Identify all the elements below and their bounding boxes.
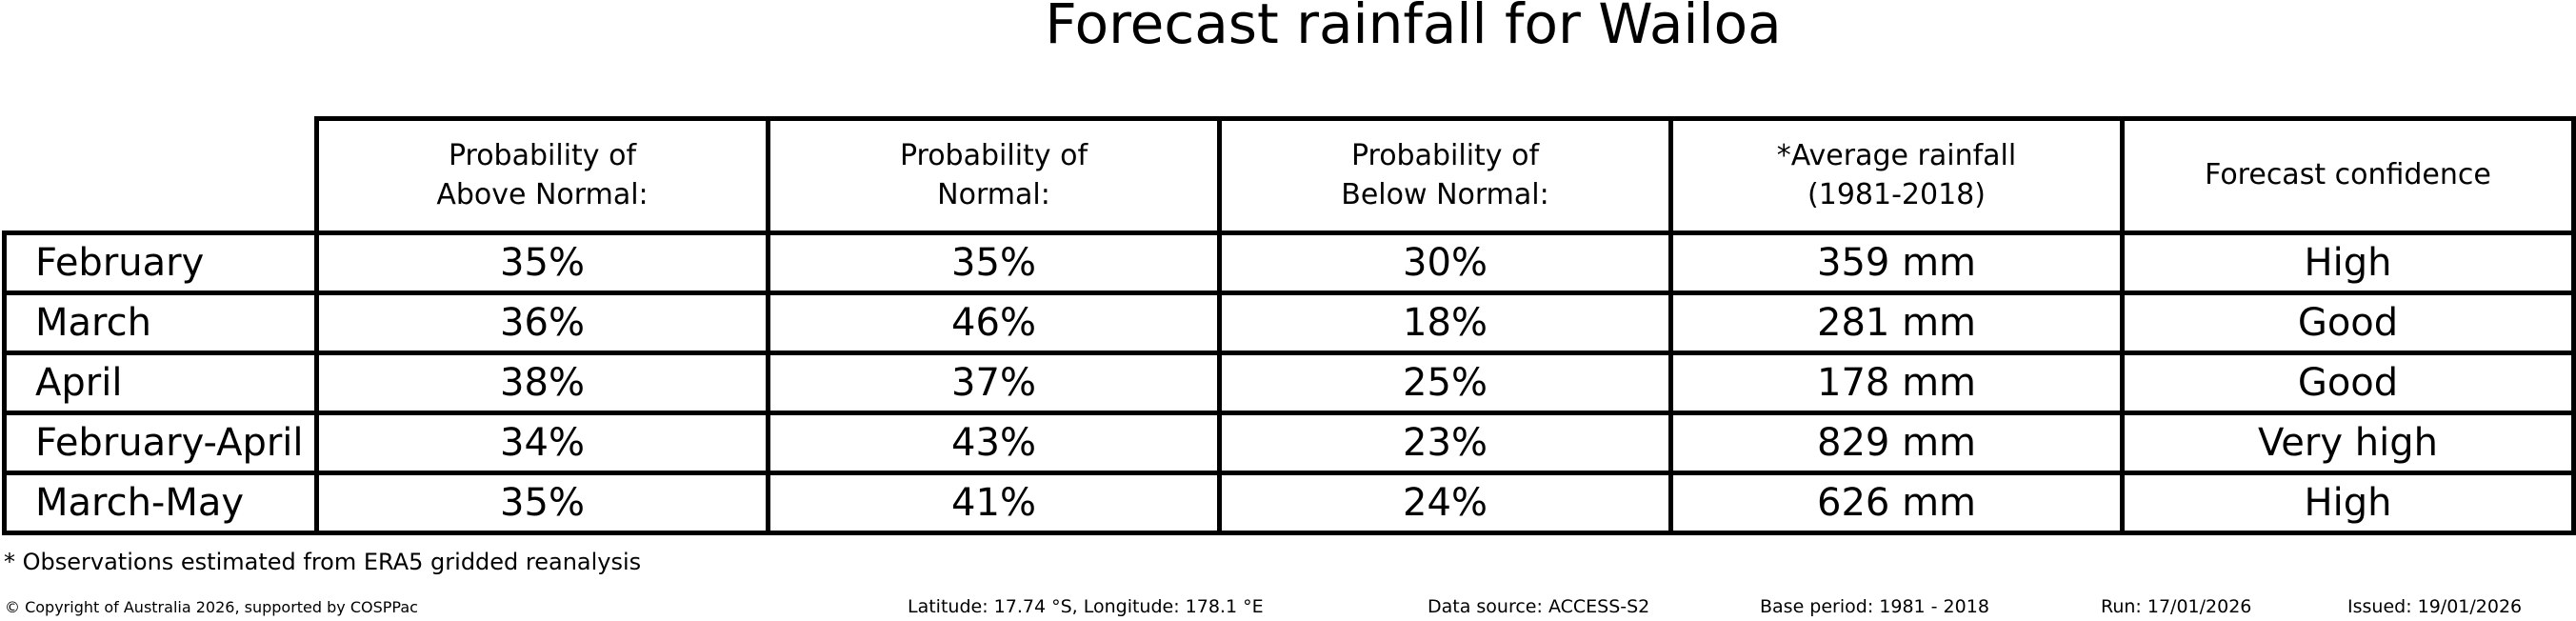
row-label-march-may: March-May	[2, 471, 319, 535]
header-forecast-confidence: Forecast confidence	[2120, 116, 2576, 235]
cell-march-below: 18%	[1217, 290, 1673, 355]
base-period-text: Base period: 1981 - 2018	[1760, 596, 1989, 617]
row-label-february-april: February-April	[2, 411, 319, 475]
table-header-row: Probability of Above Normal: Probability…	[5, 116, 2576, 235]
cell-april-normal: 37%	[766, 351, 1222, 415]
row-label-february: February	[2, 230, 319, 295]
header-prob-normal: Probability of Normal:	[766, 116, 1222, 235]
cell-february-normal: 35%	[766, 230, 1222, 295]
table-row-april: April 38% 37% 25% 178 mm Good	[2, 351, 2576, 415]
cell-march-confidence: Good	[2120, 290, 2576, 355]
cell-march-may-normal: 41%	[766, 471, 1222, 535]
observations-footnote: * Observations estimated from ERA5 gridd…	[4, 549, 642, 575]
table-corner-blank-cell	[5, 119, 317, 233]
cell-february-confidence: High	[2120, 230, 2576, 295]
header-average-rainfall: *Average rainfall (1981-2018)	[1668, 116, 2125, 235]
page-title: Forecast rainfall for Wailoa	[1045, 0, 1782, 56]
location-text: Latitude: 17.74 °S, Longitude: 178.1 °E	[908, 596, 1264, 617]
cell-march-may-confidence: High	[2120, 471, 2576, 535]
cell-february-below: 30%	[1217, 230, 1673, 295]
cell-february-above: 35%	[314, 230, 770, 295]
cell-april-above: 38%	[314, 351, 770, 415]
table-row-march-may: March-May 35% 41% 24% 626 mm High	[2, 471, 2576, 535]
data-source-text: Data source: ACCESS-S2	[1428, 596, 1650, 617]
cell-march-may-average: 626 mm	[1668, 471, 2125, 535]
cell-march-average: 281 mm	[1668, 290, 2125, 355]
cell-april-confidence: Good	[2120, 351, 2576, 415]
cell-february-april-normal: 43%	[766, 411, 1222, 475]
copyright-text: © Copyright of Australia 2026, supported…	[5, 598, 418, 616]
cell-february-average: 359 mm	[1668, 230, 2125, 295]
table-row-february: February 35% 35% 30% 359 mm High	[2, 230, 2576, 295]
issued-date-text: Issued: 19/01/2026	[2347, 596, 2523, 617]
forecast-table: Probability of Above Normal: Probability…	[2, 116, 2576, 535]
table-row-february-april: February-April 34% 43% 23% 829 mm Very h…	[2, 411, 2576, 475]
cell-march-may-above: 35%	[314, 471, 770, 535]
cell-april-below: 25%	[1217, 351, 1673, 415]
row-label-march: March	[2, 290, 319, 355]
cell-march-above: 36%	[314, 290, 770, 355]
cell-february-april-average: 829 mm	[1668, 411, 2125, 475]
table-row-march: March 36% 46% 18% 281 mm Good	[2, 290, 2576, 355]
cell-february-april-above: 34%	[314, 411, 770, 475]
cell-march-may-below: 24%	[1217, 471, 1673, 535]
cell-april-average: 178 mm	[1668, 351, 2125, 415]
run-date-text: Run: 17/01/2026	[2101, 596, 2252, 617]
cell-march-normal: 46%	[766, 290, 1222, 355]
header-prob-below-normal: Probability of Below Normal:	[1217, 116, 1673, 235]
cell-february-april-confidence: Very high	[2120, 411, 2576, 475]
row-label-april: April	[2, 351, 319, 415]
header-prob-above-normal: Probability of Above Normal:	[314, 116, 770, 235]
cell-february-april-below: 23%	[1217, 411, 1673, 475]
